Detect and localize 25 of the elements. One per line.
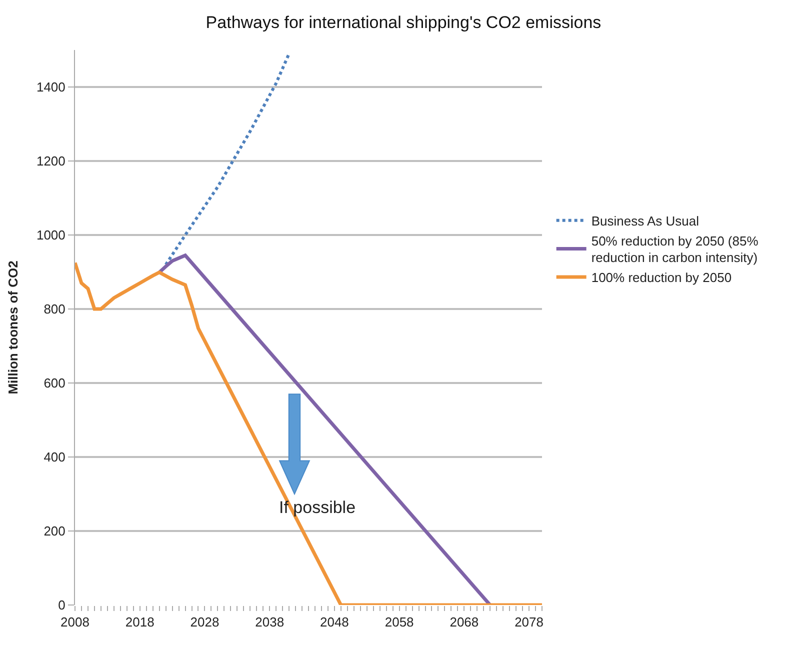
chart-title: Pathways for international shipping's CO2 emissions [206,13,602,32]
annotation: If possible [279,498,356,517]
y-tick-label: 0 [58,598,66,613]
y-tick-label: 800 [44,302,66,317]
legend-label: 100% reduction by 2050 [591,270,732,286]
line-series [164,52,291,266]
x-tick-label: 2008 [60,614,90,630]
line-series [75,261,542,605]
legend-label: 50% reduction by 2050 (85% reduction in carbon intensity) [591,233,759,266]
y-axis-title: Million toones of CO2 [5,260,20,394]
y-tick-label: 200 [44,524,66,539]
line-series [158,254,492,605]
x-tick-label: 2048 [320,614,349,630]
legend-label: Business As Usual [591,213,700,228]
x-tick-label: 2028 [190,614,220,630]
x-tick-label: 2018 [125,614,154,630]
y-tick-label: 600 [44,376,66,391]
x-tick-label: 2068 [450,614,479,630]
x-tick-label: 2078 [514,614,544,630]
y-tick-label: 1200 [36,154,66,169]
y-tick-label: 1400 [36,80,66,95]
x-tick-label: 2038 [255,614,284,630]
y-tick-label: 1000 [36,228,66,243]
y-tick-label: 400 [44,450,66,465]
x-tick-label: 2058 [384,614,414,630]
